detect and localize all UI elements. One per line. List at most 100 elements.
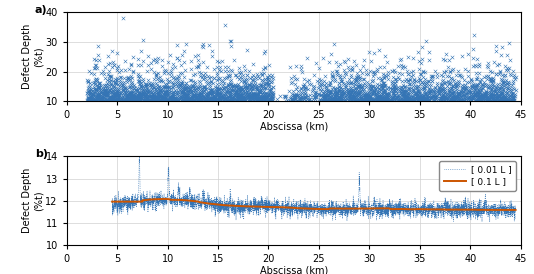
Point xyxy=(207,98,215,102)
Point xyxy=(491,87,499,91)
Point xyxy=(358,82,367,87)
Point xyxy=(427,74,436,79)
Point xyxy=(137,98,145,102)
Point xyxy=(455,73,464,77)
Point xyxy=(266,80,275,84)
Point xyxy=(239,97,248,101)
Point xyxy=(359,99,367,103)
Point xyxy=(121,91,129,95)
Point xyxy=(397,92,405,97)
Point xyxy=(324,92,333,96)
Point xyxy=(164,79,173,83)
Point xyxy=(430,98,439,102)
Point xyxy=(238,96,247,100)
Point xyxy=(249,90,258,95)
Point xyxy=(351,98,359,103)
Point xyxy=(360,81,368,85)
Point xyxy=(211,88,220,92)
Point xyxy=(185,89,193,93)
Point xyxy=(456,95,465,100)
Point xyxy=(91,82,99,86)
Point xyxy=(459,90,468,94)
Point xyxy=(290,93,299,97)
Point xyxy=(352,79,360,83)
Point xyxy=(165,90,174,94)
Point xyxy=(84,69,93,74)
Point xyxy=(336,73,344,77)
Point xyxy=(363,95,372,99)
Point xyxy=(301,85,310,90)
Point xyxy=(206,91,215,95)
Point xyxy=(489,79,497,83)
Point xyxy=(194,64,202,69)
Point xyxy=(266,98,274,102)
Point xyxy=(381,97,390,101)
Point xyxy=(142,98,150,102)
Point xyxy=(137,83,145,87)
Point xyxy=(143,96,151,100)
Point xyxy=(335,81,343,85)
Point xyxy=(398,96,407,101)
Point xyxy=(379,84,387,88)
Point xyxy=(137,93,145,98)
Point xyxy=(88,89,97,93)
Point xyxy=(397,88,405,92)
Point xyxy=(153,95,161,99)
Point xyxy=(325,83,334,87)
Point xyxy=(240,80,248,85)
Point xyxy=(399,91,407,96)
Point xyxy=(336,96,345,100)
Point xyxy=(467,98,475,103)
Point xyxy=(444,74,453,78)
Point xyxy=(399,88,408,92)
Point xyxy=(374,97,383,101)
Point xyxy=(213,86,222,90)
Point xyxy=(150,90,158,95)
Point xyxy=(206,97,214,101)
Point xyxy=(213,92,222,96)
Point xyxy=(485,97,493,102)
Point xyxy=(233,87,242,91)
Point xyxy=(182,93,191,98)
[ 0.01 L ] xyxy=(282,207,288,210)
Point xyxy=(472,82,480,87)
Point xyxy=(449,95,457,99)
Point xyxy=(150,96,159,101)
Point xyxy=(454,80,463,85)
Point xyxy=(414,95,422,100)
Point xyxy=(179,98,187,102)
Point xyxy=(218,89,227,93)
Point xyxy=(130,96,139,101)
Point xyxy=(502,68,511,72)
Point xyxy=(412,96,421,100)
Point xyxy=(179,98,187,102)
Point xyxy=(269,96,278,100)
Point xyxy=(506,92,515,96)
Point xyxy=(506,87,514,92)
Point xyxy=(192,98,200,103)
Point xyxy=(400,96,409,100)
Point xyxy=(124,90,133,95)
Point xyxy=(359,94,368,99)
Point xyxy=(510,98,519,102)
Point xyxy=(161,82,170,87)
Point xyxy=(144,83,152,87)
Point xyxy=(506,58,515,62)
Point xyxy=(376,95,384,99)
Point xyxy=(362,68,370,72)
Point xyxy=(225,79,234,84)
Point xyxy=(85,94,94,99)
Point xyxy=(268,90,277,95)
Point xyxy=(461,96,469,100)
Point xyxy=(433,72,442,76)
Point xyxy=(441,81,449,85)
Point xyxy=(355,78,363,82)
Point xyxy=(156,75,164,79)
Point xyxy=(368,89,377,93)
Point xyxy=(109,97,118,101)
Point xyxy=(129,92,137,97)
Point xyxy=(324,60,333,64)
Point xyxy=(186,90,195,95)
Point xyxy=(447,99,456,103)
Point xyxy=(148,82,157,87)
